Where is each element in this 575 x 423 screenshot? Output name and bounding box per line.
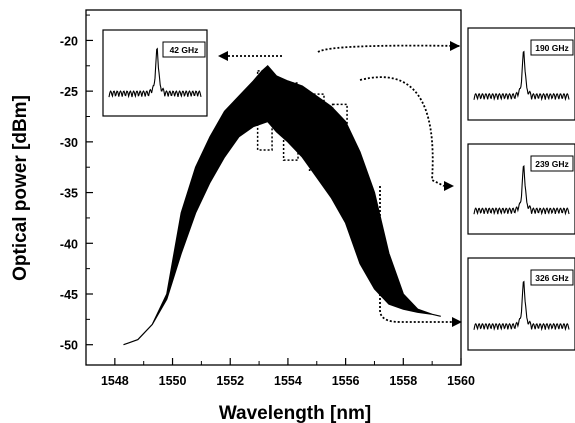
highlight-box	[308, 93, 325, 172]
y-axis-ticks: -20 -25 -30 -35 -40 -45 -50	[60, 14, 93, 353]
x-tick-label: 1556	[332, 374, 360, 388]
inset-panel: 239 GHz	[467, 143, 575, 235]
arrow-head	[452, 317, 462, 327]
arrow-head	[450, 41, 460, 51]
highlight-box	[256, 70, 273, 151]
y-axis-label: Optical power [dBm]	[10, 95, 31, 281]
inset-label: 239 GHz	[535, 159, 569, 169]
inset-trace	[473, 164, 570, 216]
inset-label-box	[530, 269, 574, 286]
x-tick-label: 1550	[159, 374, 187, 388]
x-tick-label: 1558	[389, 374, 417, 388]
pointer-line	[359, 76, 445, 187]
inset-spectra: 42 GHz 190 GHz 239 GHz 326 GHz	[102, 27, 575, 351]
pointer-arrows	[218, 41, 462, 327]
x-axis-label: Wavelength [nm]	[219, 403, 371, 423]
inset-panel: 326 GHz	[467, 257, 575, 351]
inset-label-box	[530, 39, 574, 56]
inset-panel: 190 GHz	[467, 27, 575, 121]
y-tick-label: -50	[60, 339, 78, 353]
inset-trace	[473, 280, 570, 332]
x-tick-label: 1560	[447, 374, 475, 388]
y-tick-label: -20	[60, 34, 78, 48]
highlight-box	[331, 103, 348, 186]
inset-label: 190 GHz	[535, 43, 569, 53]
plot-frame	[85, 9, 462, 366]
inset-label: 326 GHz	[535, 273, 569, 283]
x-axis-ticks: 1548 1550 1552 1554 1556 1558 1560	[85, 358, 475, 388]
inset-label-box	[530, 155, 574, 172]
pointer-line	[317, 44, 461, 53]
pointer-line	[379, 186, 452, 323]
inset-panel: 42 GHz	[102, 29, 208, 117]
inset-trace	[473, 50, 570, 102]
y-tick-label: -30	[60, 136, 78, 150]
spectrum-series	[123, 64, 441, 346]
x-tick-label: 1552	[216, 374, 244, 388]
highlight-box	[282, 82, 299, 161]
arrow-head	[444, 181, 454, 191]
spectrum-envelope	[123, 64, 441, 346]
y-tick-label: -35	[60, 187, 78, 201]
y-tick-label: -25	[60, 85, 78, 99]
arrow-head	[218, 51, 228, 61]
inset-label: 42 GHz	[170, 45, 199, 55]
inset-trace	[108, 47, 202, 99]
x-tick-label: 1554	[274, 374, 302, 388]
inset-label-box	[162, 41, 206, 58]
highlight-boxes	[256, 70, 348, 186]
x-tick-label: 1548	[101, 374, 129, 388]
y-tick-label: -45	[60, 288, 78, 302]
y-tick-label: -40	[60, 237, 78, 251]
